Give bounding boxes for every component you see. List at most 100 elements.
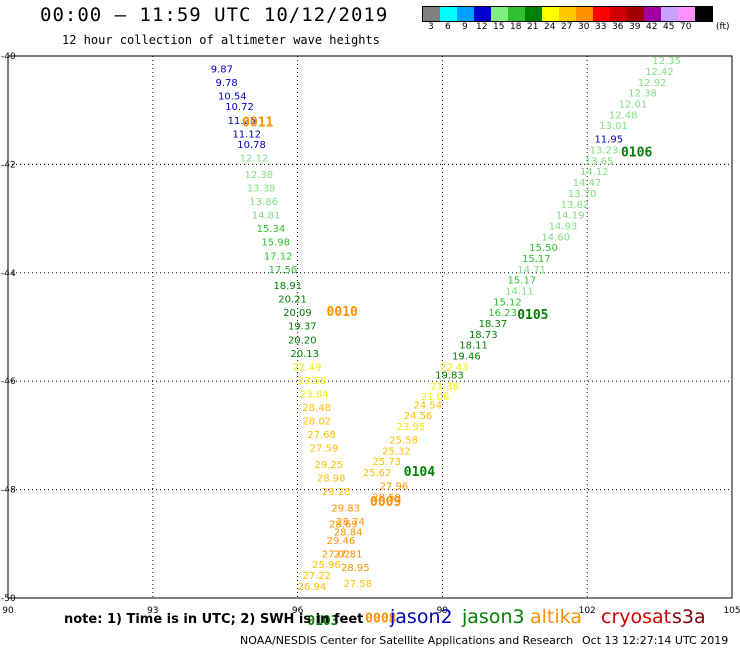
wave-height-value: 20.20 [288, 335, 317, 346]
lon-tick-label: 105 [723, 606, 740, 616]
satellite-s3a: s3a [672, 606, 706, 628]
legend-swatch [678, 7, 695, 21]
wave-height-value: 28.48 [302, 403, 331, 414]
color-legend [422, 6, 713, 22]
wave-height-value: 13.23 [590, 146, 619, 157]
wave-height-value: 14.47 [573, 178, 602, 189]
legend-label: 45 [663, 22, 675, 32]
satellite-altika: altika [530, 606, 582, 628]
wave-height-value: 15.12 [493, 297, 522, 308]
legend-swatch [457, 7, 474, 21]
wave-height-value: 27.96 [380, 482, 409, 493]
wave-height-value: 11.25 [228, 116, 257, 127]
wave-height-value: 9.78 [216, 78, 238, 89]
pass-label: 0010 [327, 305, 358, 320]
legend-label: 30 [578, 22, 590, 32]
legend-swatch [695, 7, 712, 21]
wave-height-value: 12.01 [619, 99, 648, 110]
wave-height-value: 25.62 [363, 468, 392, 479]
wave-height-value: 17.56 [269, 265, 298, 276]
pass-label: 0105 [517, 308, 548, 323]
wave-height-value: 10.78 [237, 140, 266, 151]
pass-label: 0104 [404, 465, 435, 480]
legend-label: 12 [476, 22, 488, 32]
wave-height-value: 28.69 [329, 520, 358, 531]
map-frame [7, 55, 733, 599]
legend-label: 15 [493, 22, 505, 32]
legend-swatch [644, 7, 661, 21]
wave-height-value: 25.32 [382, 446, 411, 457]
wave-height-value: 14.19 [556, 211, 585, 222]
lat-tick-label: -40 [1, 52, 16, 62]
wave-height-value: 18.91 [273, 281, 302, 292]
axis-ticks: 90 93 96 99 102 105 -40 -42 -44 -46 -48 -50 [1, 52, 740, 616]
legend-swatch [491, 7, 508, 21]
wave-height-value: 29.28 [322, 487, 351, 498]
pass-labels: 0011 0010 0009 0008 0103 0104 0105 0106 [242, 115, 652, 629]
satellite-cryosat: cryosat [601, 606, 672, 628]
wave-height-value: 20.09 [283, 308, 312, 319]
map-grid [7, 55, 733, 599]
wave-height-value: 15.17 [522, 254, 551, 265]
footer-credit: NOAA/NESDIS Center for Satellite Applica… [240, 634, 574, 647]
legend-swatch [440, 7, 457, 21]
wave-height-value: 13.86 [249, 197, 278, 208]
wave-height-value: 28.98 [317, 473, 346, 484]
pass-label: 0103 [307, 614, 338, 629]
pass-label: 0009 [370, 495, 401, 510]
legend-swatch [593, 7, 610, 21]
wave-height-value: 17.12 [264, 251, 293, 262]
pass-label: 0008 [365, 611, 396, 626]
lon-tick-label: 99 [437, 606, 449, 616]
wave-height-value: 23.84 [300, 389, 329, 400]
wave-height-value: 13.82 [561, 200, 590, 211]
wave-height-value: 12.38 [245, 170, 274, 181]
legend-swatch [559, 7, 576, 21]
legend-swatch [576, 7, 593, 21]
legend-unit: (ft) [716, 22, 730, 32]
wave-height-value: 12.35 [652, 56, 681, 67]
wave-height-value: 15.50 [529, 243, 558, 254]
lat-tick-label: -46 [1, 377, 16, 387]
wave-height-value: 28.74 [336, 517, 365, 528]
legend-swatch [542, 7, 559, 21]
wave-height-value: 19.46 [452, 352, 481, 363]
wave-height-value: 28.02 [302, 417, 331, 428]
wave-height-value: 27.58 [343, 579, 372, 590]
wave-height-value: 12.12 [240, 154, 269, 165]
lon-tick-label: 93 [147, 606, 158, 616]
legend-label: 9 [462, 22, 468, 32]
legend-label: 39 [629, 22, 641, 32]
legend-label: 42 [646, 22, 658, 32]
lat-tick-label: -50 [1, 594, 16, 604]
wave-height-value: 18.11 [459, 341, 488, 352]
wave-height-value: 14.11 [505, 286, 534, 297]
legend-swatch [474, 7, 491, 21]
wave-height-value: 24.56 [404, 411, 433, 422]
legend-label: 70 [680, 22, 692, 32]
wave-height-value: 18.37 [479, 319, 508, 330]
wave-height-value: 29.46 [327, 536, 356, 547]
legend-swatch [610, 7, 627, 21]
page-subtitle: 12 hour collection of altimeter wave hei… [62, 33, 380, 47]
wave-height-value: 13.65 [585, 156, 614, 167]
wave-height-value: 11.12 [232, 129, 261, 140]
wave-height-value: 15.98 [261, 238, 290, 249]
wave-height-value: 20.13 [290, 349, 319, 360]
wave-height-value: 12.42 [645, 67, 674, 78]
lat-tick-label: -44 [1, 269, 16, 279]
lon-tick-label: 90 [2, 606, 14, 616]
wave-height-value: 14.93 [549, 221, 578, 232]
wave-height-value: 22.49 [293, 362, 322, 373]
wave-height-value: 26.94 [298, 582, 327, 593]
wave-height-value: 16.23 [488, 308, 517, 319]
wave-height-value: 13.38 [247, 184, 276, 195]
wave-height-value: 21.38 [430, 381, 459, 392]
wave-height-value: 12.92 [638, 78, 667, 89]
wave-height-value: 13.70 [568, 189, 597, 200]
legend-swatch [508, 7, 525, 21]
footer-timestamp: Oct 13 12:27:14 UTC 2019 [582, 634, 729, 647]
legend-label: 33 [595, 22, 607, 32]
wave-height-value: 10.54 [218, 91, 247, 102]
